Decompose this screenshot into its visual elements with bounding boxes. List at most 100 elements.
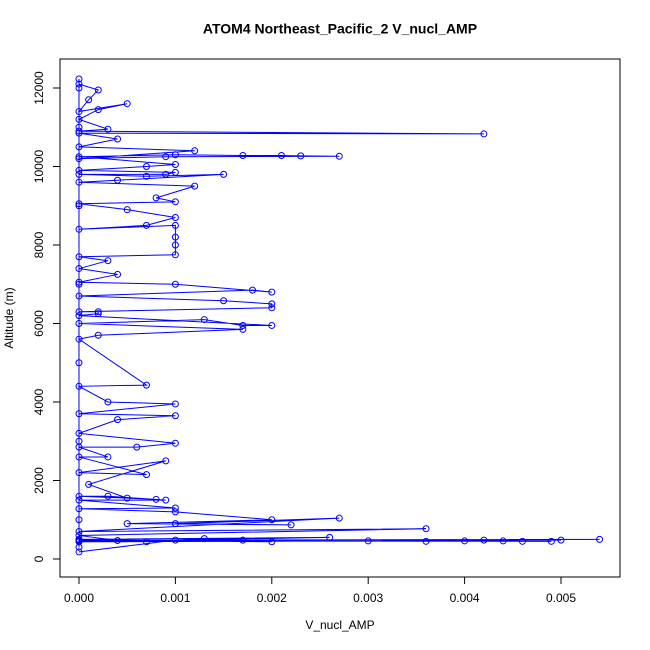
data-point (75, 410, 83, 418)
data-point (220, 297, 228, 305)
data-point (142, 538, 150, 546)
data-point (75, 84, 83, 92)
data-point (75, 75, 83, 83)
data-point (326, 533, 334, 541)
data-point (114, 537, 122, 545)
data-point (75, 170, 83, 178)
y-tick-label: 12000 (32, 71, 46, 105)
data-point (171, 400, 179, 408)
x-tick-label: 0.001 (160, 591, 190, 605)
data-point (171, 233, 179, 241)
data-point (75, 127, 83, 135)
y-tick-label: 2000 (32, 467, 46, 494)
x-tick-label: 0.004 (450, 591, 480, 605)
data-point (239, 325, 247, 333)
y-tick-label: 10000 (32, 149, 46, 183)
data-point (104, 257, 112, 265)
data-point (75, 80, 83, 88)
data-line (77, 78, 600, 553)
data-point (171, 161, 179, 169)
data-point (152, 194, 160, 202)
data-point (268, 300, 276, 308)
data-point (133, 443, 141, 451)
data-point (75, 453, 83, 461)
chart-title: ATOM4 Northeast_Pacific_2 V_nucl_AMP (203, 21, 477, 37)
data-point (162, 496, 170, 504)
y-tick-label: 4000 (32, 388, 46, 415)
x-tick-label: 0.000 (64, 591, 94, 605)
y-tick-label: 6000 (32, 310, 46, 337)
data-point (200, 316, 208, 324)
data-point (499, 537, 507, 545)
data-point (75, 155, 83, 163)
data-point (75, 429, 83, 437)
data-point (142, 471, 150, 479)
x-tick-label: 0.003 (353, 591, 383, 605)
data-point (75, 437, 83, 445)
y-axis-label: Altitude (m) (2, 287, 16, 348)
data-point (114, 416, 122, 424)
data-point (547, 537, 555, 545)
data-point (75, 548, 83, 556)
data-point (75, 153, 83, 161)
data-point (171, 214, 179, 222)
data-point (75, 528, 83, 536)
data-point (75, 253, 83, 261)
x-tick-label: 0.005 (546, 591, 576, 605)
data-point (152, 495, 160, 503)
data-point (277, 152, 285, 160)
data-point (123, 206, 131, 214)
data-point (171, 241, 179, 249)
data-point (268, 321, 276, 329)
data-point (200, 535, 208, 543)
data-point (162, 457, 170, 465)
data-point (114, 135, 122, 143)
data-point (287, 521, 295, 529)
data-point (85, 480, 93, 488)
data-point (123, 520, 131, 528)
data-point (75, 469, 83, 477)
data-point (268, 288, 276, 296)
data-point (75, 359, 83, 367)
data-point (75, 166, 83, 174)
data-point (75, 319, 83, 327)
data-point (75, 516, 83, 524)
data-point (162, 153, 170, 161)
data-point (75, 225, 83, 233)
data-point (75, 308, 83, 316)
data-point (75, 278, 83, 286)
data-point (94, 310, 102, 318)
data-point (85, 96, 93, 104)
y-tick-label: 8000 (32, 231, 46, 258)
data-point (171, 151, 179, 159)
data-point (171, 198, 179, 206)
data-point (142, 172, 150, 180)
data-point (171, 508, 179, 516)
data-point (104, 398, 112, 406)
data-point (364, 537, 372, 545)
data-point (171, 439, 179, 447)
data-point (220, 170, 228, 178)
data-point (297, 152, 305, 160)
data-point (75, 505, 83, 513)
data-point (335, 514, 343, 522)
data-point (104, 453, 112, 461)
data-point (142, 381, 150, 389)
data-point (142, 163, 150, 171)
data-point (75, 200, 83, 208)
data-point (75, 280, 83, 288)
data-point (268, 516, 276, 524)
data-point (480, 536, 488, 544)
data-point (239, 536, 247, 544)
data-point (75, 543, 83, 551)
data-point (75, 143, 83, 151)
data-point (123, 494, 131, 502)
data-point (422, 537, 430, 545)
data-point (249, 286, 257, 294)
data-point (162, 170, 170, 178)
data-point (75, 312, 83, 320)
data-point (335, 152, 343, 160)
data-point (94, 308, 102, 316)
data-point (75, 178, 83, 186)
